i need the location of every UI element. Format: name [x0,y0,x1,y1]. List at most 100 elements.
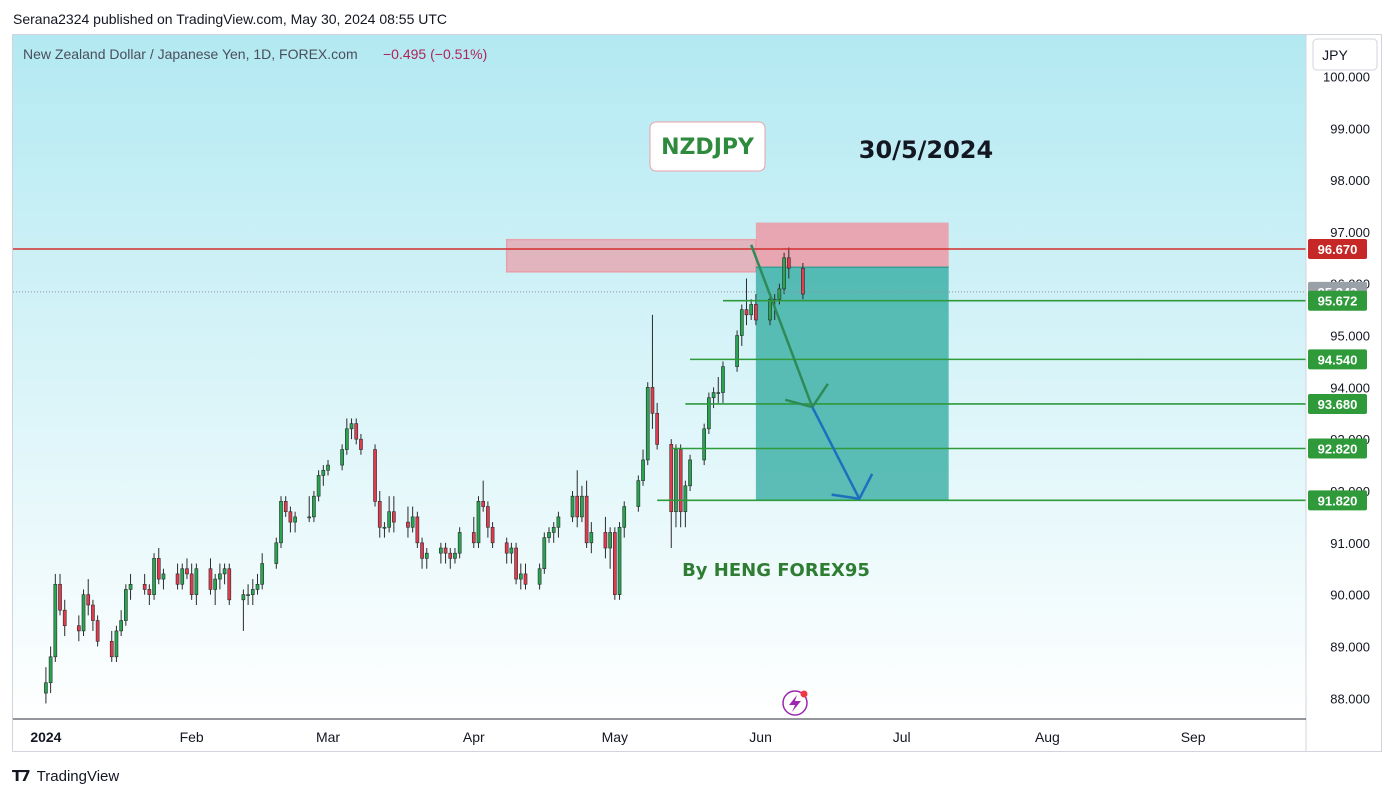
candle-body [603,532,608,549]
candle-body [91,604,95,621]
candle-body [58,583,62,611]
resistance-zone[interactable] [505,238,757,273]
candle-body [575,495,580,518]
currency-label: JPY [1322,47,1348,63]
candle-body [786,257,791,269]
candle-body [453,552,457,559]
candle-body [669,444,674,513]
candle-body [702,428,706,461]
candle-body [62,609,67,627]
candle-body [382,526,387,529]
x-tick-label: Apr [463,729,485,745]
candle-body [128,583,133,590]
candle-body [109,640,114,658]
y-tick-label: 95.000 [1330,329,1370,344]
candle-body [255,583,260,590]
tradingview-logo-icon: T7 [12,767,31,785]
candle-body [152,558,156,595]
candle-body [570,495,575,518]
candle-body [326,464,330,471]
y-tick-label: 97.000 [1330,225,1370,240]
candle-body [175,573,180,585]
candle-body [124,589,128,621]
candle-body [81,594,86,632]
candle-body [711,392,716,399]
candle-body [147,589,152,595]
candle-body [509,547,514,554]
y-tick-label: 98.000 [1330,173,1370,188]
candle-body [222,568,227,575]
currency-button[interactable] [1312,38,1378,71]
candle-body [180,568,185,585]
publish-header: Serana2324 published on TradingView.com,… [13,11,448,27]
y-tick-label: 99.000 [1330,121,1370,136]
candle-body [584,495,589,544]
candle-body [246,594,250,596]
candle-body [448,552,453,559]
candle-body [749,304,754,316]
target-price-tag-label: 93.680 [1318,397,1358,412]
candle-body [387,511,391,528]
candle-body [227,568,232,601]
target-price-tag-label: 94.540 [1318,352,1358,367]
candle-body [523,573,528,585]
tradingview-footer[interactable]: T7 TradingView [12,767,119,785]
candle-body [641,459,645,481]
candle-body [688,459,692,487]
candle-body [782,257,786,290]
candle-body [410,516,415,528]
candle-body [768,298,772,321]
x-tick-label: Jun [749,729,772,745]
lightning-icon[interactable] [782,690,808,716]
candle-body [250,589,255,595]
candle-body [321,469,326,476]
symbol-legend: New Zealand Dollar / Japanese Yen, 1D, F… [23,46,358,62]
candle-body [617,526,622,595]
candle-body [420,542,424,559]
candle-body [415,516,420,544]
candle-body [274,542,279,564]
y-tick-label: 91.000 [1330,536,1370,551]
candle-body [514,547,518,580]
candle-body [406,521,410,528]
chart-frame [12,34,1382,752]
candle-body [439,547,443,554]
author-label: By HENG FOREX95 [682,560,870,581]
candle-body [547,532,551,538]
candle-body [801,267,805,295]
candle-body [316,475,321,497]
candle-body [359,438,363,450]
candle-body [650,387,655,414]
y-tick-label: 94.000 [1330,380,1370,395]
y-tick-label: 88.000 [1330,691,1370,706]
candle-body [613,532,617,595]
target-price-tag [1308,349,1367,370]
candle-body [283,501,288,513]
candle-body [580,495,584,518]
price-change: −0.495 (−0.51%) [383,46,487,62]
candle-body [471,532,476,544]
target-price-tag [1308,393,1367,414]
candle-body [48,656,53,684]
forecast-arrow-line[interactable] [811,406,861,500]
candle-body [161,573,166,580]
candle-body [194,568,199,595]
x-tick-label: Mar [316,729,340,745]
candle-body [142,583,147,590]
take-profit-zone[interactable] [755,267,949,501]
forecast-arrow-line[interactable] [750,244,814,408]
candle-body [241,594,246,601]
candle-body [537,568,542,585]
candle-body [636,480,641,507]
candle-body [354,423,359,440]
candle-body [754,304,758,321]
candle-body [678,449,683,513]
candle-body [481,501,486,507]
y-tick-label: 100.000 [1323,69,1370,84]
x-tick-label: 2024 [30,729,61,745]
candle-body [735,335,739,367]
candle-body [589,532,594,544]
candle-body [645,387,650,461]
candle-body [76,625,81,632]
